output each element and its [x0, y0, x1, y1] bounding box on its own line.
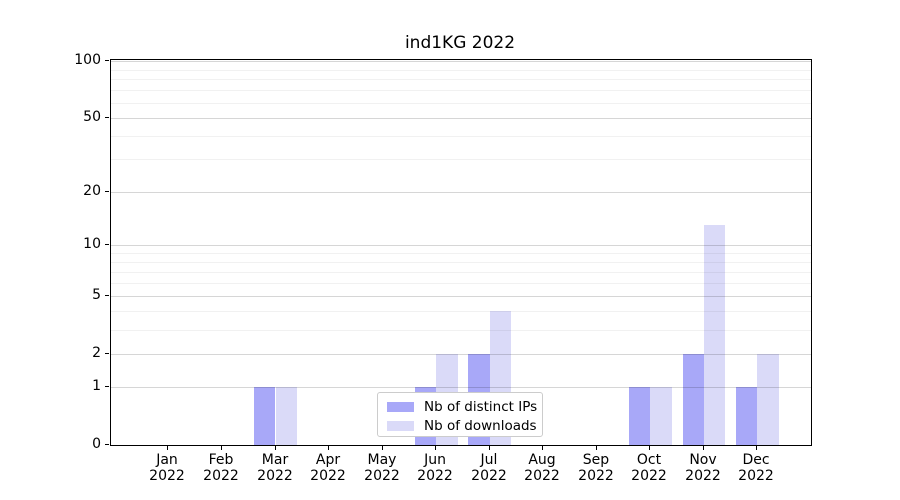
bar-distinct-ips-mar	[254, 387, 276, 445]
gridline-minor-4	[111, 311, 811, 313]
legend: Nb of distinct IPs Nb of downloads	[377, 392, 543, 437]
x-tick-label-oct: Oct 2022	[631, 452, 667, 484]
y-tick-label-1: 1	[92, 378, 101, 394]
bar-distinct-ips-dec	[736, 387, 758, 445]
x-tick-label-may: May 2022	[364, 452, 400, 484]
x-tick-label-apr: Apr 2022	[310, 452, 346, 484]
x-tick-aug	[542, 445, 543, 450]
y-tick-label-2: 2	[92, 345, 101, 361]
gridline-minor-7	[111, 271, 811, 273]
legend-swatch-downloads	[387, 421, 414, 431]
bar-downloads-oct	[650, 387, 672, 445]
gridline-minor-90	[111, 69, 811, 71]
x-tick-feb	[221, 445, 222, 450]
gridline-major-20	[111, 191, 811, 193]
x-tick-may	[382, 445, 383, 450]
gridline-major-50	[111, 117, 811, 119]
x-tick-jun	[435, 445, 436, 450]
y-tick-label-20: 20	[83, 183, 101, 199]
legend-swatch-distinct-ips	[387, 402, 414, 412]
gridline-minor-6	[111, 283, 811, 285]
y-tick-100	[105, 60, 109, 61]
legend-label-distinct-ips: Nb of distinct IPs	[424, 399, 538, 415]
x-tick-label-feb: Feb 2022	[203, 452, 239, 484]
chart-title: ind1KG 2022	[404, 33, 516, 53]
y-tick-20	[105, 191, 109, 192]
gridline-minor-9	[111, 253, 811, 255]
gridline-major-100	[111, 60, 811, 62]
gridline-minor-3	[111, 329, 811, 331]
y-tick-2	[105, 353, 109, 354]
bar-distinct-ips-nov	[682, 353, 704, 445]
x-tick-label-jun: Jun 2022	[417, 452, 453, 484]
x-tick-mar	[275, 445, 276, 450]
x-tick-label-dec: Dec 2022	[738, 452, 774, 484]
y-tick-label-0: 0	[92, 436, 101, 452]
y-tick-10	[105, 244, 109, 245]
x-tick-label-jan: Jan 2022	[149, 452, 185, 484]
gridline-minor-40	[111, 135, 811, 137]
gridline-minor-8	[111, 262, 811, 264]
y-tick-label-100: 100	[74, 52, 101, 68]
y-tick-5	[105, 295, 109, 296]
bar-downloads-dec	[757, 353, 779, 445]
x-tick-dec	[756, 445, 757, 450]
y-tick-label-10: 10	[83, 236, 101, 252]
x-tick-nov	[703, 445, 704, 450]
gridline-major-2	[111, 353, 811, 355]
bar-downloads-mar	[275, 387, 297, 445]
legend-item-distinct-ips: Nb of distinct IPs	[387, 398, 542, 416]
y-tick-label-50: 50	[83, 109, 101, 125]
y-tick-label-5: 5	[92, 287, 101, 303]
bar-downloads-nov	[703, 225, 726, 445]
x-tick-jul	[489, 445, 490, 450]
gridline-major-1	[111, 387, 811, 389]
x-tick-jan	[167, 445, 168, 450]
x-tick-label-jul: Jul 2022	[471, 452, 507, 484]
legend-item-downloads: Nb of downloads	[387, 417, 542, 435]
x-tick-oct	[649, 445, 650, 450]
bar-distinct-ips-oct	[628, 387, 651, 445]
gridline-minor-70	[111, 90, 811, 92]
gridline-major-10	[111, 245, 811, 247]
gridline-minor-30	[111, 159, 811, 161]
gridline-minor-60	[111, 102, 811, 104]
x-tick-apr	[328, 445, 329, 450]
legend-label-downloads: Nb of downloads	[424, 418, 537, 434]
x-tick-sep	[596, 445, 597, 450]
gridline-major-5	[111, 295, 811, 297]
x-tick-label-aug: Aug 2022	[524, 452, 560, 484]
plot-area	[110, 59, 812, 446]
x-tick-label-mar: Mar 2022	[257, 452, 293, 484]
y-tick-50	[105, 117, 109, 118]
gridline-minor-80	[111, 79, 811, 81]
x-tick-label-nov: Nov 2022	[685, 452, 721, 484]
y-tick-1	[105, 386, 109, 387]
y-tick-0	[105, 444, 109, 445]
x-tick-label-sep: Sep 2022	[578, 452, 614, 484]
